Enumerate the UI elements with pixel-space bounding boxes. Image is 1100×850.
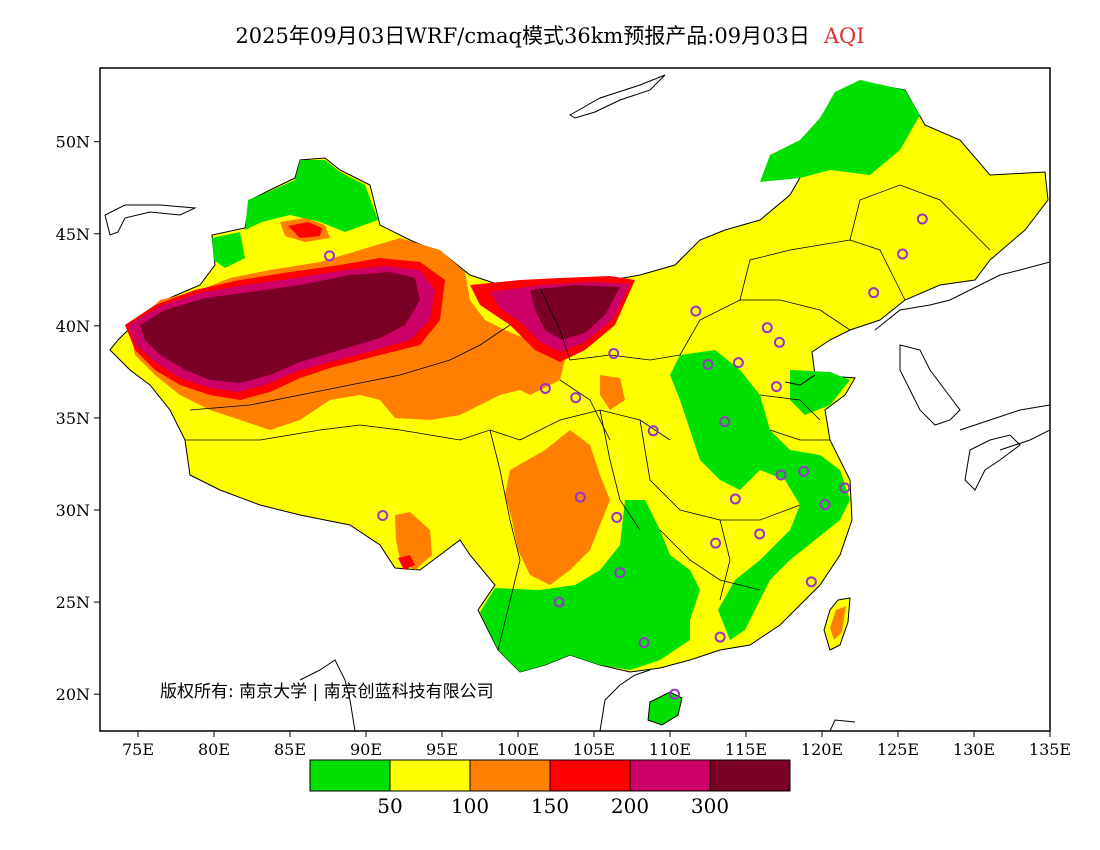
- colorbar-swatch: [309, 759, 391, 792]
- region-usg-sichuan: [505, 430, 610, 585]
- colorbar-label: 300: [691, 794, 729, 818]
- region-good-altai: [245, 160, 378, 232]
- station-marker: [553, 596, 565, 608]
- lon-tick-label: 105E: [573, 740, 615, 759]
- lon-tick-label: 110E: [649, 740, 691, 759]
- region-unhealthy-tibet: [398, 555, 415, 570]
- region-hazardous-tarim: [140, 272, 420, 383]
- station-marker: [638, 637, 650, 649]
- station-marker: [608, 347, 620, 359]
- station-marker: [775, 469, 787, 481]
- region-good-south: [480, 500, 700, 672]
- region-good-north-china: [670, 350, 850, 640]
- lon-tick-label: 125E: [877, 740, 919, 759]
- station-marker: [647, 425, 659, 437]
- lat-tick-label: 30N: [56, 501, 90, 520]
- station-marker: [839, 482, 851, 494]
- station-marker: [819, 498, 831, 510]
- station-marker: [897, 248, 909, 260]
- colorbar-label: 150: [531, 794, 569, 818]
- region-hazardous-gobi: [530, 285, 620, 340]
- lat-tick-label: 40N: [56, 317, 90, 336]
- colorbar-swatch: [469, 759, 551, 792]
- lon-tick-label: 135E: [1029, 740, 1071, 759]
- station-marker: [719, 416, 731, 428]
- lon-tick-label: 120E: [801, 740, 843, 759]
- region-usg-tibet: [395, 512, 432, 570]
- region-good-northeast: [760, 80, 920, 182]
- station-markers: [324, 213, 928, 700]
- station-marker: [702, 359, 714, 371]
- station-marker: [614, 567, 626, 579]
- lat-tick-label: 35N: [56, 409, 90, 428]
- longitude-axis: 75E 80E 85E 90E 95E 100E 105E 110E 115E 120E 125E 1…: [122, 731, 1071, 759]
- station-marker: [377, 510, 389, 522]
- station-marker: [714, 631, 726, 643]
- colorbar-swatch: [709, 759, 791, 792]
- station-marker: [324, 250, 336, 262]
- station-marker: [611, 511, 623, 523]
- region-usg-shaanxi: [600, 375, 625, 410]
- station-marker: [805, 576, 817, 588]
- lon-tick-label: 115E: [725, 740, 767, 759]
- lon-tick-label: 95E: [426, 740, 458, 759]
- colorbar-label: 100: [451, 794, 489, 818]
- lon-tick-label: 90E: [350, 740, 382, 759]
- neighbor-coastlines: [104, 74, 1050, 731]
- title-variable: AQI: [823, 24, 865, 48]
- lat-tick-label: 20N: [56, 685, 90, 704]
- lon-tick-label: 75E: [122, 740, 154, 759]
- station-marker: [669, 688, 681, 700]
- station-marker: [539, 382, 551, 394]
- station-marker: [868, 287, 880, 299]
- copyright-text: 版权所有: 南京大学 | 南京创蓝科技有限公司: [160, 682, 494, 702]
- station-marker: [574, 491, 586, 503]
- colorbar-label: 50: [377, 794, 402, 818]
- lon-tick-label: 85E: [274, 740, 306, 759]
- title-main: 2025年09月03日WRF/cmaq模式36km预报产品:09月03日: [235, 24, 810, 48]
- colorbar-swatch: [549, 759, 631, 792]
- colorbar-swatch: [629, 759, 711, 792]
- station-marker: [710, 537, 722, 549]
- station-marker: [754, 528, 766, 540]
- latitude-axis: 20N 25N 30N 35N 40N 45N 50N: [56, 133, 100, 704]
- station-marker: [798, 465, 810, 477]
- station-marker: [761, 322, 773, 334]
- colorbar-swatch: [389, 759, 471, 792]
- station-marker: [570, 392, 582, 404]
- map-area: [104, 74, 1050, 731]
- region-taiwan-orange: [830, 606, 846, 640]
- region-good-kazakh-border: [212, 232, 245, 268]
- lat-tick-label: 50N: [56, 133, 90, 152]
- station-marker: [732, 357, 744, 369]
- lon-tick-label: 100E: [497, 740, 539, 759]
- lon-tick-label: 130E: [953, 740, 995, 759]
- station-marker: [916, 213, 928, 225]
- map-title: 2025年09月03日WRF/cmaq模式36km预报产品:09月03日 AQI: [0, 20, 1100, 50]
- lat-tick-label: 25N: [56, 593, 90, 612]
- station-marker: [690, 305, 702, 317]
- station-marker: [773, 336, 785, 348]
- lon-tick-label: 80E: [198, 740, 230, 759]
- colorbar-label: 200: [611, 794, 649, 818]
- colorbar-legend: 50 100 150 200 300: [309, 759, 791, 818]
- station-marker: [770, 381, 782, 393]
- region-unhealthy-junggar: [288, 222, 322, 238]
- station-marker: [729, 493, 741, 505]
- lat-tick-label: 45N: [56, 225, 90, 244]
- map-frame: [99, 67, 1051, 732]
